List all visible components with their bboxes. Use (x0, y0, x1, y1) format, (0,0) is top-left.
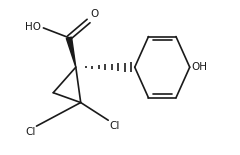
Text: HO: HO (25, 22, 42, 32)
Text: O: O (90, 9, 99, 19)
Polygon shape (66, 37, 76, 67)
Text: Cl: Cl (25, 127, 36, 137)
Text: OH: OH (192, 62, 208, 72)
Text: Cl: Cl (109, 121, 120, 131)
